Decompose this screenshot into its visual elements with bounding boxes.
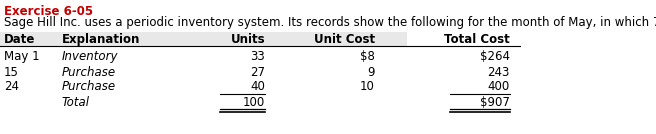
Text: Date: Date — [4, 33, 35, 46]
Text: Exercise 6-05: Exercise 6-05 — [4, 5, 93, 18]
Text: 40: 40 — [250, 80, 265, 93]
Text: Purchase: Purchase — [62, 66, 116, 79]
Text: Sage Hill Inc. uses a periodic inventory system. Its records show the following : Sage Hill Inc. uses a periodic inventory… — [4, 16, 656, 29]
Text: 27: 27 — [250, 66, 265, 79]
Text: 24: 24 — [4, 80, 19, 93]
Text: Units: Units — [230, 33, 265, 46]
Text: 9: 9 — [367, 66, 375, 79]
Text: 33: 33 — [250, 50, 265, 63]
Text: Unit Cost: Unit Cost — [314, 33, 375, 46]
Text: Inventory: Inventory — [62, 50, 119, 63]
Text: Purchase: Purchase — [62, 80, 116, 93]
Text: Explanation: Explanation — [62, 33, 140, 46]
Text: 10: 10 — [360, 80, 375, 93]
Text: Total: Total — [62, 96, 90, 109]
Text: 100: 100 — [243, 96, 265, 109]
Text: Total Cost: Total Cost — [444, 33, 510, 46]
Text: $8: $8 — [360, 50, 375, 63]
Text: 243: 243 — [487, 66, 510, 79]
Text: $907: $907 — [480, 96, 510, 109]
Text: $264: $264 — [480, 50, 510, 63]
FancyBboxPatch shape — [0, 32, 407, 46]
Text: May 1: May 1 — [4, 50, 39, 63]
Text: 15: 15 — [4, 66, 19, 79]
Text: 400: 400 — [488, 80, 510, 93]
